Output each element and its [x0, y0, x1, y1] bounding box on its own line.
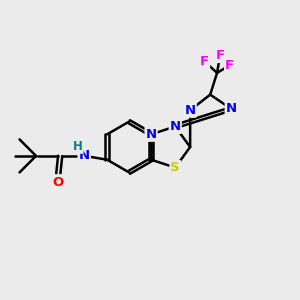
- Text: F: F: [215, 49, 225, 62]
- Text: F: F: [225, 59, 234, 72]
- Text: H: H: [73, 140, 82, 153]
- Text: N: N: [79, 149, 90, 162]
- Text: O: O: [52, 175, 63, 188]
- Text: N: N: [79, 149, 90, 162]
- Text: N: N: [146, 128, 157, 141]
- Text: F: F: [200, 55, 209, 68]
- Text: O: O: [52, 176, 63, 189]
- Text: N: N: [184, 104, 196, 117]
- Text: N: N: [226, 102, 237, 115]
- Text: N: N: [170, 120, 181, 133]
- Text: H: H: [73, 140, 82, 153]
- Text: S: S: [170, 161, 180, 174]
